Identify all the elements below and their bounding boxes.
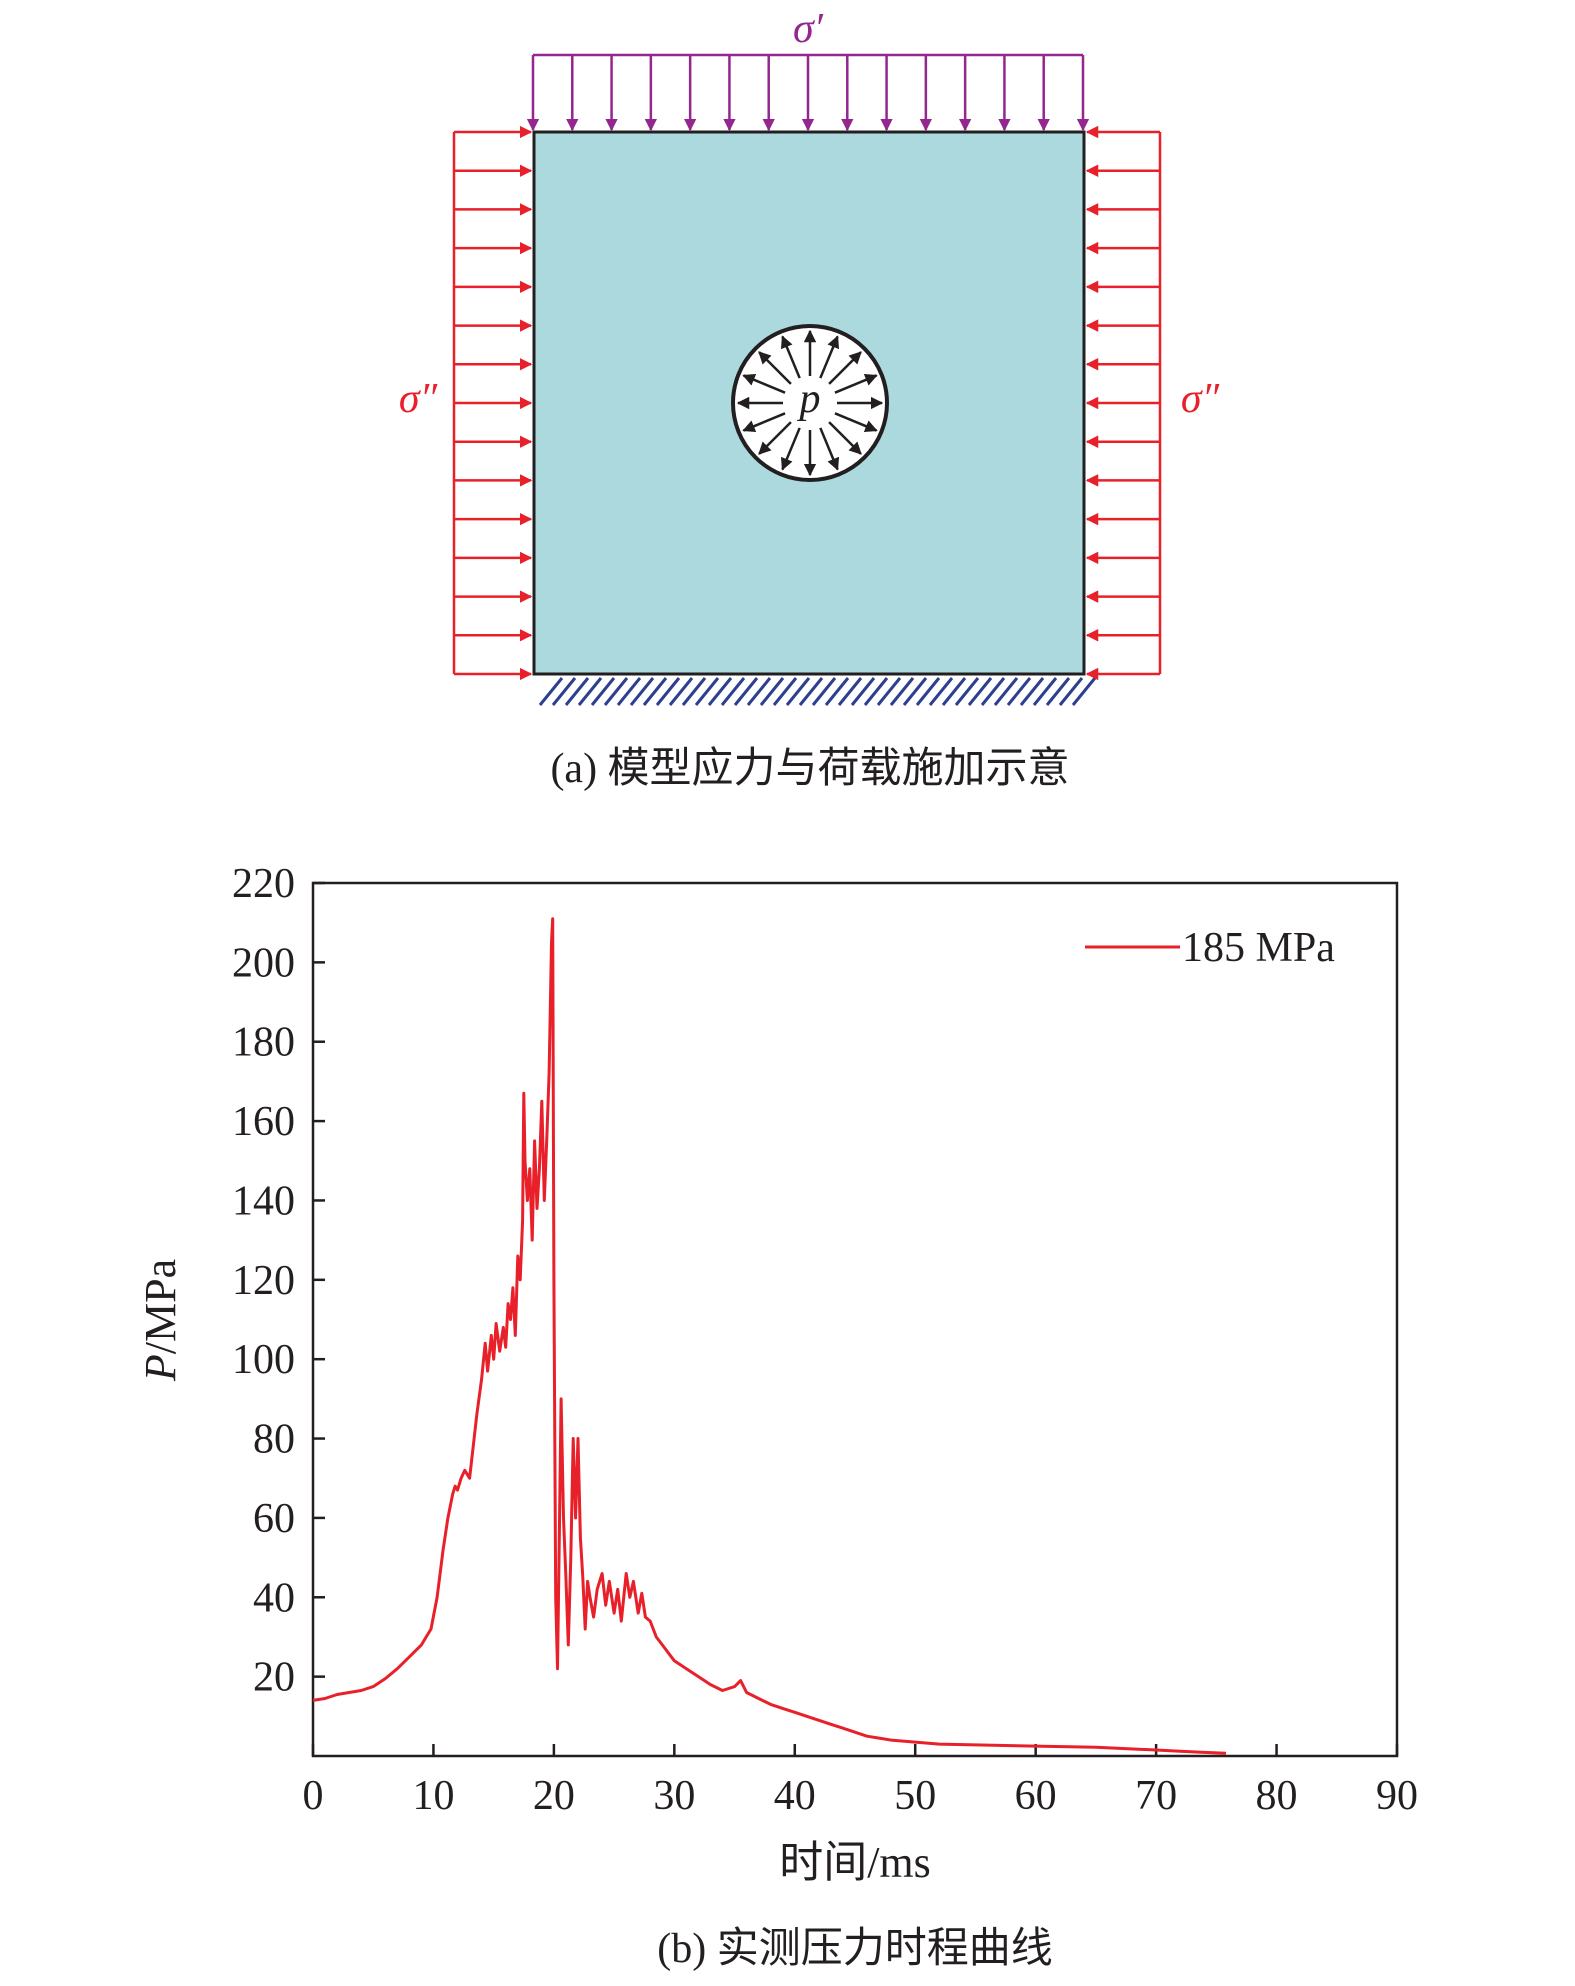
hatch-stroke: [733, 677, 759, 706]
y-tick-label: 160: [232, 1099, 295, 1145]
pressure-arrow: [834, 412, 878, 433]
hatch-stroke: [681, 677, 707, 706]
hatch-stroke: [759, 677, 785, 706]
hatch-stroke: [642, 677, 668, 706]
right-load-arrows: [1085, 125, 1162, 681]
y-axis-label-symbol: P: [136, 1354, 185, 1382]
hatch-stroke: [824, 677, 850, 706]
y-tick-label: 60: [253, 1496, 295, 1542]
hatch-stroke: [1045, 677, 1071, 706]
hatch-stroke: [720, 677, 746, 706]
pressure-arrow: [819, 335, 840, 379]
pressure-arrow: [834, 373, 878, 394]
hatch-stroke: [863, 677, 889, 706]
left-load-arrows: [452, 125, 533, 681]
y-tick-label: 200: [232, 940, 295, 986]
pressure-arrow: [742, 412, 786, 433]
hatch-stroke: [928, 677, 954, 706]
x-tick-label: 90: [1376, 1773, 1418, 1819]
sigma-top-label: σ′: [793, 6, 824, 52]
internal-pressure-arrows: [736, 329, 884, 477]
hatch-stroke: [1006, 677, 1032, 706]
y-axis-label-unit: /MPa: [136, 1259, 185, 1354]
sigma-left-label: σ″: [399, 376, 438, 422]
x-tick-label: 40: [774, 1773, 816, 1819]
hatch-stroke: [980, 677, 1006, 706]
y-axis-label: P/MPa: [136, 1259, 185, 1382]
y-tick-label: 140: [232, 1178, 295, 1224]
hatch-stroke: [772, 677, 798, 706]
pressure-arrow: [780, 335, 801, 379]
x-tick-label: 0: [303, 1773, 324, 1819]
x-tick-label: 20: [533, 1773, 575, 1819]
pressure-arrow: [742, 373, 786, 394]
pressure-arrow: [819, 427, 840, 471]
x-axis-label: 时间/ms: [779, 1838, 931, 1887]
fixed-base-hatch: [538, 677, 1097, 706]
y-axis: 20 40 60 80 100 120 140 160 180 200 220: [232, 861, 325, 1701]
hatch-stroke: [967, 677, 993, 706]
y-tick-label: 220: [232, 861, 295, 907]
hatch-stroke: [564, 677, 590, 706]
hatch-stroke: [577, 677, 603, 706]
hatch-stroke: [707, 677, 733, 706]
hatch-stroke: [1019, 677, 1045, 706]
x-tick-label: 10: [412, 1773, 454, 1819]
x-axis: 0 10 20 30 40 50 60 70 80 90: [303, 1744, 1418, 1819]
pressure-arrow: [758, 421, 792, 455]
hatch-stroke: [1058, 677, 1084, 706]
pressure-arrow: [758, 351, 792, 385]
hatch-stroke: [603, 677, 629, 706]
pressure-symbol: p: [797, 376, 821, 422]
x-tick-label: 50: [894, 1773, 936, 1819]
y-tick-label: 120: [232, 1258, 295, 1304]
hatch-stroke: [889, 677, 915, 706]
hatch-stroke: [941, 677, 967, 706]
hatch-stroke: [746, 677, 772, 706]
hatch-stroke: [902, 677, 928, 706]
hatch-stroke: [668, 677, 694, 706]
hatch-stroke: [655, 677, 681, 706]
hatch-stroke: [551, 677, 577, 706]
y-tick-label: 40: [253, 1575, 295, 1621]
panel-b-chart: 0 10 20 30 40 50 60 70 80 90 20 40 60 80 100 120 140 160…: [136, 861, 1418, 1972]
legend-label: 185 MPa: [1182, 925, 1335, 971]
y-tick-label: 100: [232, 1337, 295, 1383]
hatch-stroke: [876, 677, 902, 706]
caption-b: (b) 实测压力时程曲线: [657, 1925, 1052, 1972]
hatch-stroke: [837, 677, 863, 706]
pressure-arrow: [828, 351, 862, 385]
hatch-stroke: [915, 677, 941, 706]
hatch-stroke: [1032, 677, 1058, 706]
hatch-stroke: [616, 677, 642, 706]
x-tick-label: 60: [1015, 1773, 1057, 1819]
y-tick-label: 180: [232, 1020, 295, 1066]
plot-frame: [311, 881, 1399, 1758]
hatch-stroke: [798, 677, 824, 706]
caption-a: (a) 模型应力与荷载施加示意: [550, 745, 1069, 792]
hatch-stroke: [850, 677, 876, 706]
hatch-stroke: [590, 677, 616, 706]
hatch-stroke: [629, 677, 655, 706]
hatch-stroke: [811, 677, 837, 706]
top-load-arrows: [526, 53, 1090, 132]
hatch-stroke: [954, 677, 980, 706]
x-tick-label: 30: [653, 1773, 695, 1819]
panel-a-diagram: σ′ σ″ σ″ p (a) 模型应力与荷载施加示意: [399, 6, 1220, 792]
sigma-right-label: σ″: [1181, 376, 1220, 422]
pressure-arrow: [780, 427, 801, 471]
hatch-stroke: [694, 677, 720, 706]
hatch-stroke: [785, 677, 811, 706]
pressure-arrow: [828, 421, 862, 455]
y-tick-label: 80: [253, 1417, 295, 1463]
y-tick-label: 20: [253, 1655, 295, 1701]
x-tick-label: 70: [1135, 1773, 1177, 1819]
x-tick-label: 80: [1256, 1773, 1298, 1819]
series-line-185mpa: [312, 917, 1227, 1755]
hatch-stroke: [538, 677, 564, 706]
hatch-stroke: [993, 677, 1019, 706]
hatch-stroke: [1071, 677, 1097, 706]
